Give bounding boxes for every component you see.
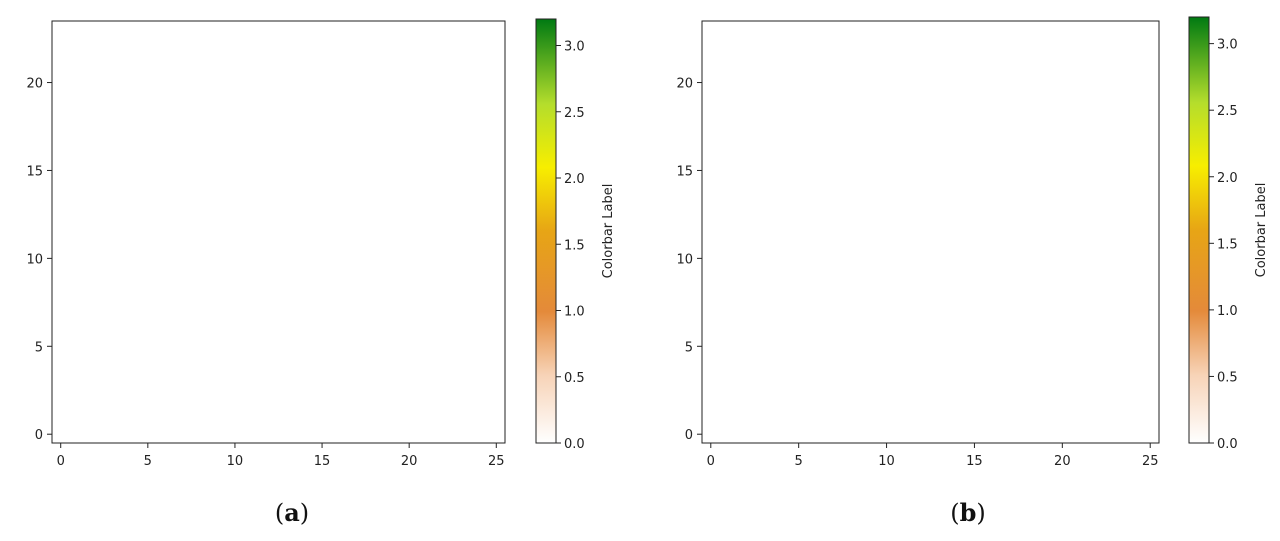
colorbar-tick-label: 3.0 (564, 40, 585, 55)
colorbar-tick-label: 3.0 (1217, 38, 1238, 53)
colorbar-tick-label: 0.5 (564, 371, 585, 386)
panel-b: 0 5 10 15 20 25 0 5 10 15 20 0.0 0.5 1.0 1.5 2.0 2.5 3.0 C… (640, 0, 1280, 541)
colorbar-tick-label: 1.0 (1217, 304, 1238, 319)
x-tick-label: 5 (795, 454, 803, 469)
x-tick-label: 0 (57, 454, 65, 469)
heatmap-a: 0 5 10 15 20 25 0 5 10 15 20 0.0 0.5 1.0 1.5 2.0 2.5 3.0 C… (26, 18, 616, 469)
y-tick-label: 20 (26, 77, 43, 92)
x-tick-label: 5 (144, 454, 152, 469)
x-tick-label: 20 (1054, 454, 1071, 469)
colorbar-tick-label: 2.0 (1217, 171, 1238, 186)
colorbar-label: Colorbar Label (601, 184, 616, 279)
colorbar-tick-label: 0.0 (564, 437, 585, 452)
colorbar-tick-label: 2.5 (564, 106, 585, 121)
colorbar-tick-label: 0.0 (1217, 437, 1238, 452)
y-tick-label: 0 (685, 428, 693, 443)
colorbar-tick-label: 1.0 (564, 305, 585, 320)
y-tick-label: 0 (35, 428, 43, 443)
heatmap-b: 0 5 10 15 20 25 0 5 10 15 20 0.0 0.5 1.0 1.5 2.0 2.5 3.0 C… (676, 16, 1269, 469)
y-tick-label: 10 (26, 252, 43, 267)
y-tick-label: 10 (676, 252, 693, 267)
y-tick-label: 15 (26, 164, 43, 179)
y-tick-label: 20 (676, 77, 693, 92)
y-tick-label: 5 (35, 340, 43, 355)
panel-b-label: b (959, 498, 977, 527)
colorbar (535, 18, 557, 444)
colorbar-label: Colorbar Label (1254, 183, 1269, 278)
axes-frame (701, 20, 1160, 444)
colorbar-tick-label: 1.5 (564, 238, 585, 253)
panel-a-label: a (284, 498, 300, 527)
x-tick-label: 20 (401, 454, 418, 469)
colorbar (1188, 16, 1210, 444)
x-tick-label: 15 (314, 454, 331, 469)
colorbar-tick-label: 1.5 (1217, 237, 1238, 252)
panel-b-caption: (b) (950, 498, 986, 527)
axes-frame (51, 20, 506, 444)
x-tick-label: 15 (966, 454, 983, 469)
panel-a-caption: (a) (274, 498, 310, 527)
y-tick-label: 15 (676, 164, 693, 179)
colorbar-tick-label: 0.5 (1217, 370, 1238, 385)
y-tick-label: 5 (685, 340, 693, 355)
colorbar-tick-label: 2.5 (1217, 104, 1238, 119)
colorbar-tick-label: 2.0 (564, 172, 585, 187)
x-tick-label: 0 (707, 454, 715, 469)
x-tick-label: 10 (227, 454, 244, 469)
panel-a: 0 5 10 15 20 25 0 5 10 15 20 0.0 0.5 1.0 1.5 2.0 2.5 3.0 C… (26, 18, 616, 527)
x-tick-label: 25 (1142, 454, 1159, 469)
x-tick-label: 10 (878, 454, 895, 469)
x-tick-label: 25 (488, 454, 505, 469)
